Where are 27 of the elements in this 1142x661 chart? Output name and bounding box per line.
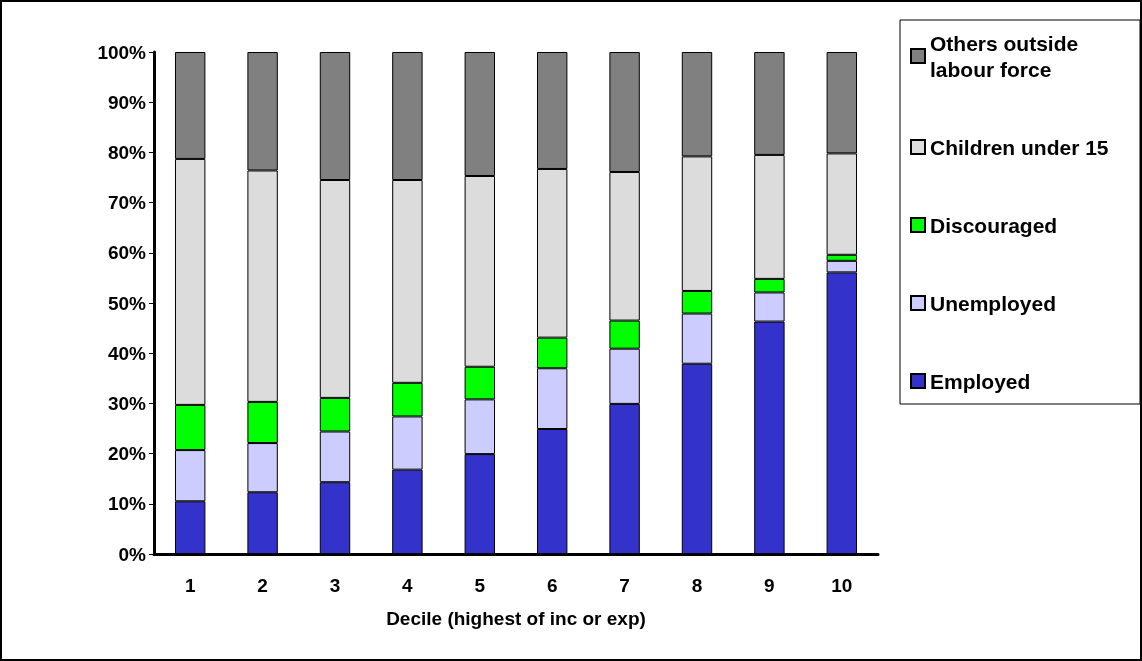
x-tick-label: 4	[402, 575, 414, 596]
y-tick-label: 10%	[107, 493, 147, 515]
legend-label: Unemployed	[930, 291, 1057, 315]
legend-label: Employed	[930, 369, 1031, 393]
x-axis-title: Decile (highest of inc or exp)	[386, 608, 646, 629]
y-tick-label: 40%	[107, 342, 147, 364]
x-tick-label: 6	[546, 575, 558, 596]
y-tick-label: 60%	[107, 242, 147, 264]
x-tick-label: 10	[831, 575, 853, 596]
x-tick-label: 3	[329, 575, 341, 596]
legend-label: Children under 15	[930, 135, 1109, 159]
y-tick-label: 70%	[107, 192, 147, 214]
y-tick-label: 100%	[97, 41, 147, 63]
x-tick-label: 5	[474, 575, 486, 596]
x-tick-label: 2	[257, 575, 268, 596]
y-tick-label: 80%	[107, 141, 147, 163]
y-tick-label: 0%	[118, 543, 147, 565]
y-tick-label: 20%	[107, 443, 147, 465]
legend-label: Discouraged	[930, 213, 1058, 237]
legend-label: Others outside labour force	[930, 31, 1085, 81]
y-tick-label: 90%	[107, 91, 147, 113]
x-tick-label: 8	[691, 575, 703, 596]
y-tick-label: 50%	[107, 292, 147, 314]
x-tick-label: 1	[184, 575, 196, 596]
y-tick-label: 30%	[107, 392, 147, 414]
x-tick-label: 7	[619, 575, 630, 596]
x-tick-label: 9	[764, 575, 775, 596]
